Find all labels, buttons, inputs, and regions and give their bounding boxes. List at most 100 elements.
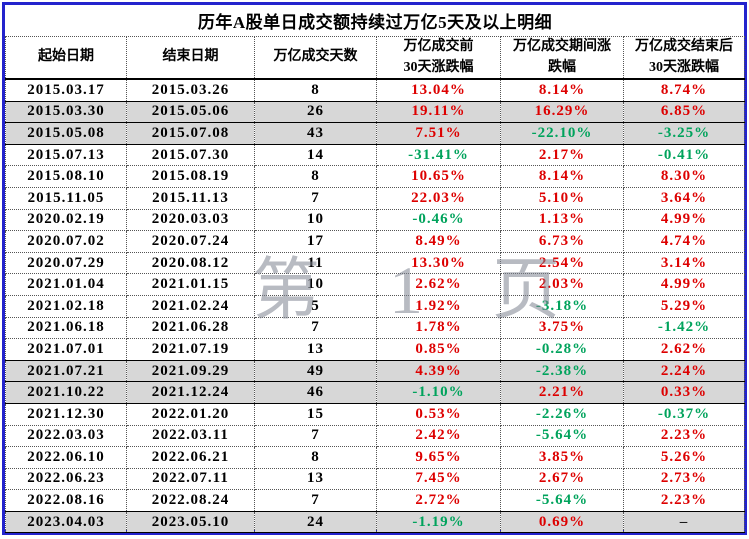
cell-chg_after: -0.37% <box>623 402 745 426</box>
header-cell-2: 万亿成交天数 <box>254 36 377 80</box>
table-row: 2020.07.02 2020.07.24 17 8.49% 6.73% 4.74% <box>5 230 745 253</box>
cell-start_date: 2015.08.10 <box>5 165 127 188</box>
cell-chg_before: 7.45% <box>376 467 501 491</box>
table-row: 2022.06.23 2022.07.11 13 7.45% 2.67% 2.73% <box>5 467 745 491</box>
header-cell-1: 结束日期 <box>126 36 255 80</box>
cell-start_date: 2020.07.29 <box>5 251 127 275</box>
cell-days: 10 <box>254 273 377 296</box>
cell-end_date: 2021.07.19 <box>126 338 255 361</box>
cell-chg_during: 2.21% <box>500 381 624 404</box>
cell-start_date: 2020.02.19 <box>5 208 127 232</box>
cell-start_date: 2023.04.03 <box>5 510 127 534</box>
table-row: 2020.07.29 2020.08.12 11 13.30% 2.54% 3.14% <box>5 251 745 275</box>
cell-end_date: 2021.02.24 <box>126 294 255 318</box>
cell-chg_after: -0.41% <box>623 143 745 167</box>
cell-start_date: 2015.03.30 <box>5 100 127 124</box>
cell-end_date: 2023.05.10 <box>126 510 255 534</box>
table-row: 2021.07.01 2021.07.19 13 0.85% -0.28% 2.62% <box>5 338 745 361</box>
table-row: 2022.06.10 2022.06.21 8 9.65% 3.85% 5.26% <box>5 446 745 469</box>
cell-chg_before: 2.62% <box>376 273 501 296</box>
cell-days: 5 <box>254 294 377 318</box>
cell-end_date: 2022.07.11 <box>126 467 255 491</box>
cell-chg_during: -22.10% <box>500 122 624 145</box>
cell-chg_before: 8.49% <box>376 230 501 253</box>
cell-end_date: 2015.07.08 <box>126 122 255 145</box>
cell-chg_before: -1.10% <box>376 381 501 404</box>
cell-start_date: 2021.10.22 <box>5 381 127 404</box>
cell-chg_during: -0.28% <box>500 338 624 361</box>
cell-chg_before: 13.04% <box>376 78 501 102</box>
cell-days: 43 <box>254 122 377 145</box>
cell-days: 26 <box>254 100 377 124</box>
cell-chg_after: 2.23% <box>623 424 745 448</box>
cell-end_date: 2022.01.20 <box>126 402 255 426</box>
cell-days: 7 <box>254 424 377 448</box>
cell-chg_during: -5.64% <box>500 489 624 512</box>
cell-days: 13 <box>254 467 377 491</box>
cell-start_date: 2020.07.02 <box>5 230 127 253</box>
cell-end_date: 2020.08.12 <box>126 251 255 275</box>
cell-chg_during: 2.03% <box>500 273 624 296</box>
cell-end_date: 2015.07.30 <box>126 143 255 167</box>
cell-chg_after: 2.23% <box>623 489 745 512</box>
cell-end_date: 2015.08.19 <box>126 165 255 188</box>
header-cell-5: 万亿成交结束后 30天涨跌幅 <box>623 36 745 80</box>
table-row: 2015.03.17 2015.03.26 8 13.04% 8.14% 8.74% <box>5 78 745 102</box>
cell-chg_before: 0.53% <box>376 402 501 426</box>
cell-chg_before: 1.92% <box>376 294 501 318</box>
cell-days: 46 <box>254 381 377 404</box>
cell-days: 15 <box>254 402 377 426</box>
table-row: 2021.10.22 2021.12.24 46 -1.10% 2.21% 0.33% <box>5 381 745 404</box>
cell-end_date: 2015.11.13 <box>126 186 255 210</box>
cell-chg_during: -2.38% <box>500 359 624 383</box>
cell-chg_before: 0.85% <box>376 338 501 361</box>
cell-start_date: 2015.07.13 <box>5 143 127 167</box>
cell-chg_during: 8.14% <box>500 78 624 102</box>
cell-chg_after: 4.99% <box>623 208 745 232</box>
cell-start_date: 2021.12.30 <box>5 402 127 426</box>
cell-days: 24 <box>254 510 377 534</box>
table-row: 2015.11.05 2015.11.13 7 22.03% 5.10% 3.64% <box>5 186 745 210</box>
cell-chg_before: 7.51% <box>376 122 501 145</box>
table-row: 2023.04.03 2023.05.10 24 -1.19% 0.69% – <box>5 510 745 534</box>
cell-chg_during: -5.64% <box>500 424 624 448</box>
cell-end_date: 2022.03.11 <box>126 424 255 448</box>
cell-chg_after: 8.30% <box>623 165 745 188</box>
cell-start_date: 2022.08.16 <box>5 489 127 512</box>
cell-chg_during: 8.14% <box>500 165 624 188</box>
cell-end_date: 2021.09.29 <box>126 359 255 383</box>
cell-days: 7 <box>254 186 377 210</box>
cell-start_date: 2021.01.04 <box>5 273 127 296</box>
header-cell-3: 万亿成交前 30天涨跌幅 <box>376 36 501 80</box>
cell-days: 10 <box>254 208 377 232</box>
table-row: 2021.02.18 2021.02.24 5 1.92% -3.18% 5.29% <box>5 294 745 318</box>
cell-start_date: 2021.02.18 <box>5 294 127 318</box>
table-title: 历年A股单日成交额持续过万亿5天及以上明细 <box>5 5 745 37</box>
cell-chg_during: 2.54% <box>500 251 624 275</box>
table-row: 2015.08.10 2015.08.19 8 10.65% 8.14% 8.30% <box>5 165 745 188</box>
cell-days: 8 <box>254 78 377 102</box>
cell-chg_after: -1.42% <box>623 316 745 340</box>
cell-days: 13 <box>254 338 377 361</box>
header-cell-0: 起始日期 <box>5 36 127 80</box>
table-body: 2015.03.17 2015.03.26 8 13.04% 8.14% 8.74% 201… <box>5 78 745 534</box>
cell-start_date: 2022.06.10 <box>5 446 127 469</box>
cell-chg_after: 4.99% <box>623 273 745 296</box>
cell-chg_before: 9.65% <box>376 446 501 469</box>
table-row: 2020.02.19 2020.03.03 10 -0.46% 1.13% 4.99% <box>5 208 745 232</box>
cell-start_date: 2022.06.23 <box>5 467 127 491</box>
cell-chg_during: 1.13% <box>500 208 624 232</box>
cell-end_date: 2021.12.24 <box>126 381 255 404</box>
cell-days: 8 <box>254 165 377 188</box>
cell-chg_after: 4.74% <box>623 230 745 253</box>
cell-start_date: 2015.05.08 <box>5 122 127 145</box>
table-row: 2021.12.30 2022.01.20 15 0.53% -2.26% -0.37% <box>5 402 745 426</box>
table-row: 2015.07.13 2015.07.30 14 -31.41% 2.17% -0.41% <box>5 143 745 167</box>
cell-chg_during: 3.75% <box>500 316 624 340</box>
cell-chg_before: 10.65% <box>376 165 501 188</box>
cell-days: 8 <box>254 446 377 469</box>
cell-days: 14 <box>254 143 377 167</box>
cell-chg_after: 2.73% <box>623 467 745 491</box>
cell-chg_after: – <box>623 510 745 534</box>
